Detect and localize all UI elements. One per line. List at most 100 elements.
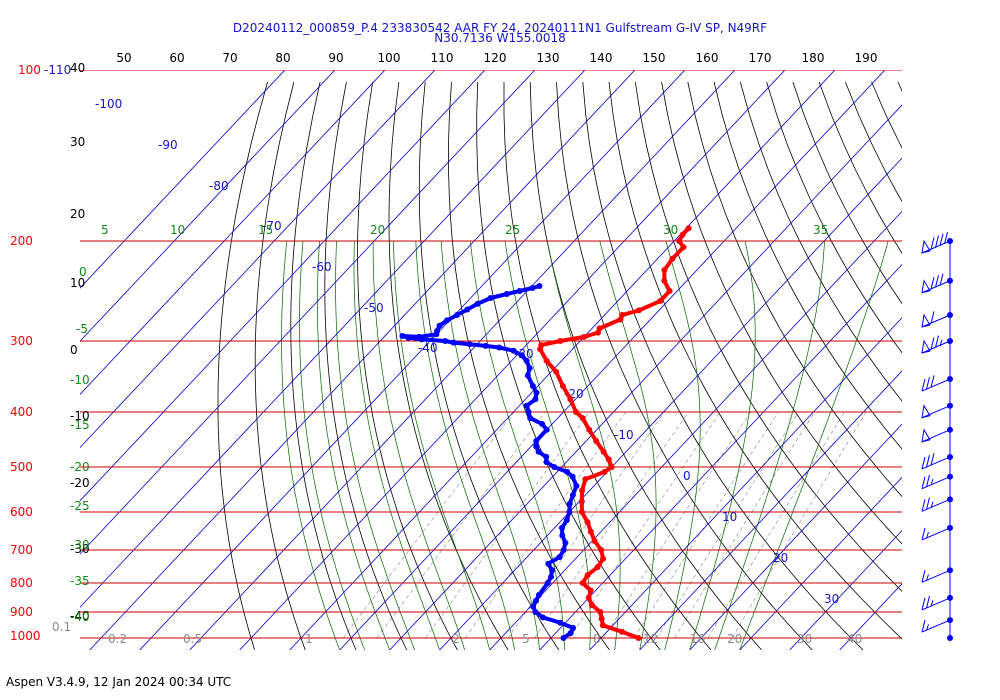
- dewpoint-point: [496, 344, 503, 351]
- dewpoint-point: [559, 532, 566, 539]
- dewpoint-point: [533, 438, 540, 444]
- wind-barb-flag: [921, 378, 926, 392]
- dry-adiabat-line: [476, 81, 661, 650]
- dry-adiabat-line: [582, 81, 864, 650]
- isotherm-label: -90: [158, 138, 178, 152]
- moist-adiabat-line: [689, 240, 756, 650]
- pressure-tick-label-extra: -110: [44, 63, 71, 77]
- mixing-ratio-line: [674, 411, 815, 639]
- dry-adiabat-line: [529, 81, 762, 650]
- dewpoint-point: [548, 573, 555, 580]
- wind-barb-flag: [930, 453, 935, 466]
- mixing-ratio-label: 0.2: [108, 632, 127, 646]
- pressure-tick-label: 200: [10, 234, 33, 248]
- wind-barb: [921, 335, 951, 354]
- dry-adiabat-label: 10: [70, 276, 85, 290]
- dewpoint-point: [535, 592, 542, 598]
- isotherm-line: [789, 529, 902, 650]
- moist-adiabat-label: 10: [170, 223, 185, 237]
- wind-barb: [921, 595, 951, 611]
- temperature-point: [591, 538, 598, 544]
- temperature-point: [582, 476, 589, 483]
- temperature-point: [600, 448, 607, 455]
- temperature-point: [581, 333, 588, 340]
- wind-barb-flag: [930, 311, 935, 324]
- wind-barb: [921, 404, 951, 419]
- isotherm-line: [80, 70, 286, 289]
- dry-adiabat-label: -20: [70, 476, 90, 490]
- dewpoint-point: [533, 389, 540, 396]
- pressure-tick-label: 500: [10, 460, 33, 474]
- top-axis-label: 110: [431, 51, 454, 65]
- wind-barb-flag: [926, 595, 930, 609]
- isotherm-line: [689, 423, 902, 650]
- wind-barb: [921, 619, 951, 633]
- temperature-point: [657, 297, 664, 304]
- isotherm-line: [89, 70, 636, 650]
- temperature-point: [598, 547, 605, 553]
- dry-adiabat-label: 20: [70, 207, 85, 221]
- mixing-ratio-label: 0.1: [52, 620, 71, 634]
- isotherm-line: [289, 70, 836, 650]
- dewpoint-point: [527, 415, 534, 422]
- dry-adiabat-label: -30: [70, 542, 90, 556]
- isotherm-label: -80: [209, 179, 229, 193]
- wind-barb: [921, 273, 951, 294]
- top-axis-label: 80: [275, 51, 290, 65]
- pressure-tick-label: 400: [10, 405, 33, 419]
- isotherm-line: [189, 70, 736, 650]
- wind-barb-flag: [939, 233, 944, 246]
- pressure-tick-label: 1000: [10, 629, 41, 643]
- isotherm-line: [80, 70, 586, 608]
- temperature-point: [578, 498, 585, 505]
- moist-adiabat-label: 25: [505, 223, 520, 237]
- dewpoint-point: [551, 464, 558, 470]
- dry-adiabat-line: [897, 81, 902, 92]
- temperature-point: [573, 409, 579, 415]
- dry-adiabat-line: [388, 81, 509, 650]
- moist-adiabat-line: [415, 240, 516, 650]
- wind-barb-pennant: [921, 239, 931, 254]
- moist-adiabat-label: -20: [70, 460, 90, 474]
- dewpoint-point: [516, 288, 523, 294]
- dewpoint-point: [539, 421, 546, 427]
- dewpoint-point: [543, 459, 550, 465]
- dewpoint-point: [399, 333, 406, 339]
- dewpoint-point: [543, 426, 550, 433]
- pressure-tick-label: 600: [10, 505, 33, 519]
- dewpoint-point: [533, 597, 539, 604]
- temperature-point: [579, 580, 586, 586]
- wind-barb-column: [921, 231, 953, 641]
- moist-adiabat-line: [546, 240, 621, 650]
- dewpoint-point: [556, 554, 563, 560]
- isotherm-label: -10: [614, 428, 634, 442]
- wind-barb-flag: [926, 455, 930, 468]
- dry-adiabat-line: [608, 81, 902, 640]
- mixing-ratio-line: [656, 411, 799, 639]
- mixing-ratio-label: 2: [452, 632, 460, 646]
- temperature-point: [669, 255, 676, 262]
- wind-barb-staff: [921, 456, 951, 470]
- dry-adiabat-line: [977, 82, 1000, 650]
- moist-adiabat-label: 30: [663, 223, 678, 237]
- wind-barb-flag: [930, 375, 935, 388]
- dewpoint-point: [560, 635, 567, 641]
- temperature-point: [597, 609, 604, 615]
- wind-barb-staff: [921, 314, 951, 328]
- mixing-ratio-label: 5: [522, 632, 530, 646]
- dewpoint-point: [562, 539, 569, 546]
- moist-adiabat-label: 35: [813, 223, 828, 237]
- wind-barb-flag: [935, 335, 939, 348]
- isotherm-line: [589, 317, 902, 650]
- top-axis-label: 190: [855, 51, 878, 65]
- dry-adiabat-label: -40: [70, 609, 90, 623]
- temperature-point: [598, 615, 605, 622]
- wind-barb: [921, 311, 951, 328]
- chart-title-line1: D20240112_000859_P.4 233830542 AAR FY 24…: [232, 21, 768, 35]
- temperature-point: [579, 415, 586, 422]
- dry-adiabat-line: [418, 81, 560, 650]
- top-axis-label: 100: [378, 51, 401, 65]
- dewpoint-point: [573, 483, 580, 489]
- top-axis-label: 180: [802, 51, 825, 65]
